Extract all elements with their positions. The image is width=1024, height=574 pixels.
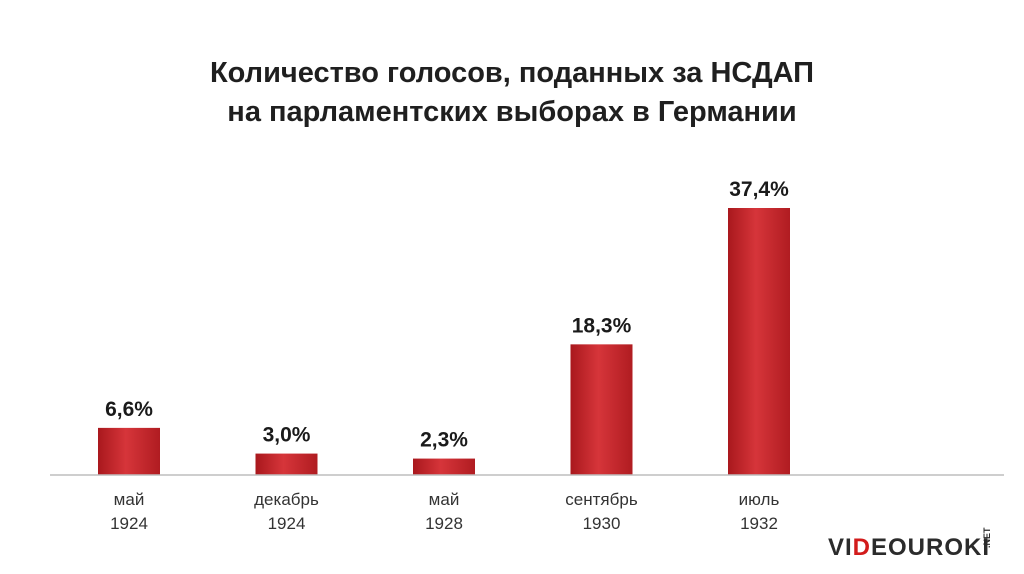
- category-label-year-4: 1932: [740, 514, 778, 533]
- value-label-1: 3,0%: [263, 424, 311, 447]
- logo-text-post: EOUROKI: [870, 534, 990, 561]
- chart-title: Количество голосов, поданных за НСДАП на…: [0, 54, 1024, 132]
- category-label-month-2: май: [429, 490, 460, 509]
- labels-layer: 6,6% май 1924 3,0% декабрь 1924 2,3% май 1928 18,…: [105, 178, 789, 533]
- category-label-year-0: 1924: [110, 514, 148, 533]
- value-label-4: 37,4%: [729, 178, 789, 201]
- category-label-year-2: 1928: [425, 514, 463, 533]
- bar-2: [413, 458, 475, 475]
- bar-0: [98, 427, 160, 475]
- category-label-year-1: 1924: [268, 514, 306, 533]
- bar-4: [728, 208, 790, 475]
- bar-1: [255, 453, 318, 475]
- logo-text-suffix: .NET: [982, 527, 992, 548]
- chart-title-line-2: на парламентских выборах в Германии: [227, 96, 797, 128]
- category-label-year-3: 1930: [583, 514, 621, 533]
- category-label-month-4: июль: [739, 490, 780, 509]
- value-label-2: 2,3%: [420, 429, 468, 452]
- chart-title-line-1: Количество голосов, поданных за НСДАП: [209, 57, 815, 89]
- videouroki-logo: VI D EOUROKI .NET: [827, 527, 1002, 562]
- category-label-month-3: сентябрь: [565, 490, 638, 509]
- category-label-month-0: май: [114, 490, 145, 509]
- logo-text-accent: D: [852, 534, 871, 561]
- bar-3: [570, 344, 633, 475]
- logo-text-pre: VI: [827, 534, 853, 561]
- value-label-3: 18,3%: [572, 314, 632, 337]
- category-label-month-1: декабрь: [254, 490, 319, 509]
- value-label-0: 6,6%: [105, 398, 153, 421]
- bars-layer: [98, 208, 790, 475]
